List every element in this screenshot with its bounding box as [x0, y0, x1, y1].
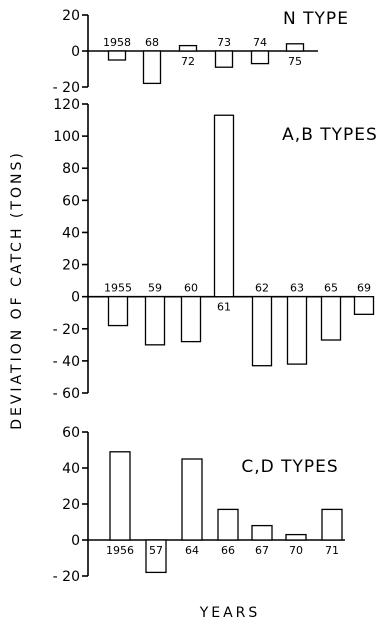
x-tick-label: 64	[185, 544, 199, 557]
panel-title: N TYPE	[283, 9, 349, 29]
bar	[217, 508, 239, 541]
y-tick-label: - 40	[53, 354, 80, 370]
y-tick-label: 40	[62, 461, 80, 477]
bar	[144, 296, 166, 346]
bar	[214, 50, 234, 68]
bar	[320, 296, 342, 341]
bar	[251, 524, 273, 541]
x-tick-label: 59	[148, 282, 162, 295]
bar	[109, 451, 131, 541]
x-tick-label: 1956	[106, 544, 134, 557]
x-tick-label: 71	[325, 544, 339, 557]
y-axis-label: DEVIATION OF CATCH (TONS)	[9, 150, 25, 430]
y-tick-label: - 20	[53, 322, 80, 338]
bar	[145, 539, 167, 574]
x-tick-label: 74	[253, 36, 267, 49]
bar	[285, 533, 307, 541]
x-tick-label: 67	[255, 544, 269, 557]
x-tick-label: 57	[149, 544, 163, 557]
x-tick-label: 70	[289, 544, 303, 557]
y-tick-label: 100	[53, 129, 80, 145]
bar	[107, 296, 129, 327]
panel-1: 20 0 - 20 1958 68 72 73 74 75 N TYPE	[53, 8, 349, 96]
bar	[285, 43, 305, 52]
x-tick-label: 65	[324, 282, 338, 295]
chart-panels: 20 0 - 20 1958 68 72 73 74 75 N TYPE 120 100 80 60 40 2…	[53, 8, 378, 585]
x-tick-label: 73	[217, 36, 231, 49]
panel-title: A,B TYPES	[282, 125, 378, 145]
panel-3: 60 40 20 0 - 20 1956 57 64 66 67 70 71 C,D TYPES	[53, 425, 345, 585]
x-tick-label: 72	[181, 55, 195, 68]
bar	[321, 508, 343, 541]
y-tick-label: 20	[62, 497, 80, 513]
y-tick-label: 40	[62, 225, 80, 241]
panel-title: C,D TYPES	[241, 457, 338, 477]
y-tick-label: 60	[62, 425, 80, 441]
y-tick-label: - 20	[53, 569, 80, 585]
x-tick-label: 1958	[103, 36, 131, 49]
x-tick-label: 69	[357, 282, 371, 295]
y-tick-label: - 60	[53, 386, 80, 402]
y-tick-label: 0	[71, 533, 80, 549]
x-tick-label: 62	[255, 282, 269, 295]
bar	[178, 44, 198, 52]
bar	[180, 296, 202, 343]
bar	[286, 296, 308, 365]
y-tick-label: 0	[71, 290, 80, 306]
y-tick-label: 20	[62, 8, 80, 24]
y-tick-label: 0	[71, 44, 80, 60]
bar	[213, 114, 235, 298]
x-tick-label: 66	[221, 544, 235, 557]
x-tick-label: 1955	[104, 282, 132, 295]
bar	[142, 50, 162, 85]
panel-2: 120 100 80 60 40 20 0 - 20 - 40 - 60 1955 59 60 61 62 6…	[53, 97, 378, 402]
bar	[107, 50, 127, 61]
y-tick-label: 80	[62, 161, 80, 177]
y-tick-label: 60	[62, 193, 80, 209]
y-tick-label: 20	[62, 258, 80, 274]
x-tick-label: 60	[184, 282, 198, 295]
bar	[181, 458, 203, 541]
bar	[251, 296, 273, 367]
bar	[353, 296, 375, 315]
x-tick-label: 68	[145, 36, 159, 49]
bar	[250, 50, 270, 65]
x-tick-label: 75	[288, 55, 302, 68]
x-tick-label: 61	[217, 301, 231, 314]
y-tick-label: 120	[53, 97, 80, 113]
x-axis-label: YEARS	[199, 605, 261, 621]
x-tick-label: 63	[290, 282, 304, 295]
y-tick-label: - 20	[53, 80, 80, 96]
